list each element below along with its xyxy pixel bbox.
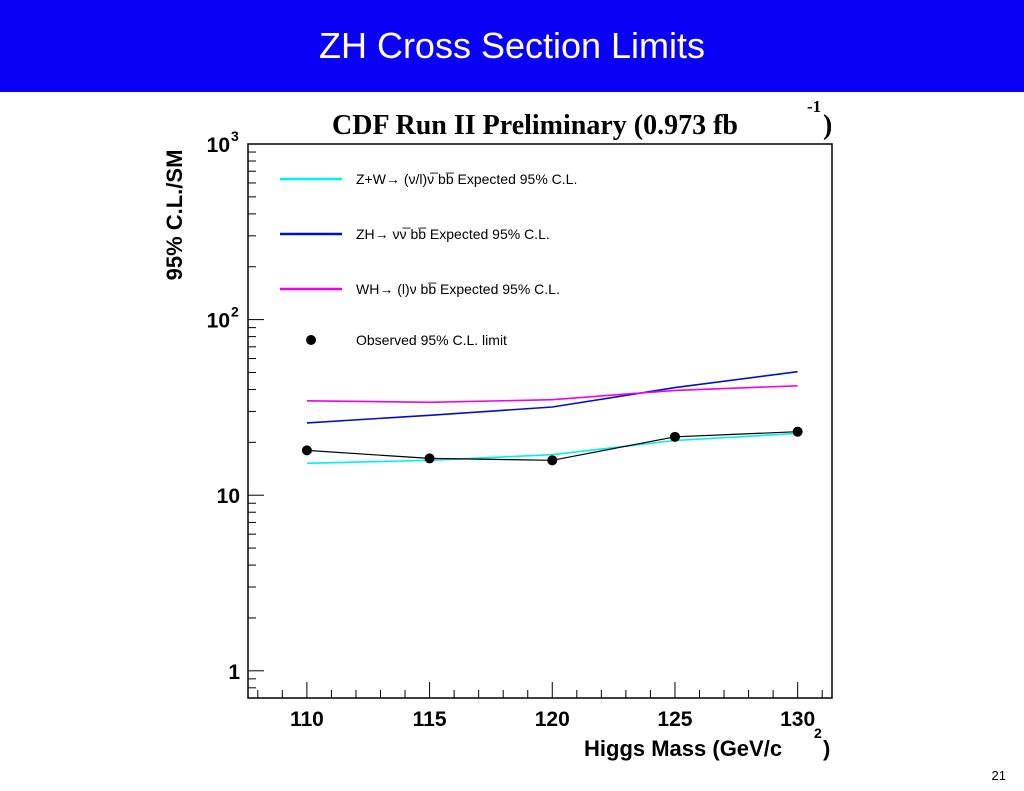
y-axis-label: 95% C.L./SM [162,150,187,281]
legend-entry-1: ZH→ νν̅ bb̅ Expected 95% C.L. [356,226,550,242]
legend-marker-observed [306,335,316,345]
legend-entry-0: Z+W→ (ν/l)ν̅ bb̅ Expected 95% C.L. [356,171,577,187]
y-tick-label: 10 [207,134,230,157]
x-tick-label: 115 [413,708,447,731]
page-number: 21 [991,768,1006,783]
y-tick-label: 10 [207,310,230,333]
observed-point [301,445,312,456]
series-line-0 [306,432,798,465]
observed-point [424,453,435,464]
x-tick-label: 120 [535,708,570,731]
series-line-1 [306,370,798,424]
legend-entry-2: WH→ (l)ν bb̅ Expected 95% C.L. [356,281,560,297]
x-tick-label: 130 [780,708,815,731]
chart-title-superscript: -1 [807,97,821,116]
x-axis-label-suffix: ) [823,736,830,761]
y-tick-exponent: 3 [231,128,239,144]
observed-point [547,455,558,466]
x-tick-label: 110 [290,708,324,731]
chart-title-suffix: ) [823,110,832,141]
y-tick-label: 10 [217,485,240,508]
y-tick-exponent: 2 [231,304,239,320]
x-tick-label: 125 [657,708,692,731]
x-axis-label: Higgs Mass (GeV/c [584,736,782,761]
legend-entry-3: Observed 95% C.L. limit [356,332,507,348]
x-axis-label-superscript: 2 [814,725,822,741]
plot-frame [247,143,833,699]
y-tick-label: 1 [228,661,240,684]
slide-title: ZH Cross Section Limits [318,25,706,66]
chart-title: CDF Run II Preliminary (0.973 fb [332,110,738,141]
observed-point [669,431,680,442]
series-line-2 [306,385,798,404]
observed-point [792,426,803,437]
slide-title-bar: ZH Cross Section Limits [0,0,1024,92]
